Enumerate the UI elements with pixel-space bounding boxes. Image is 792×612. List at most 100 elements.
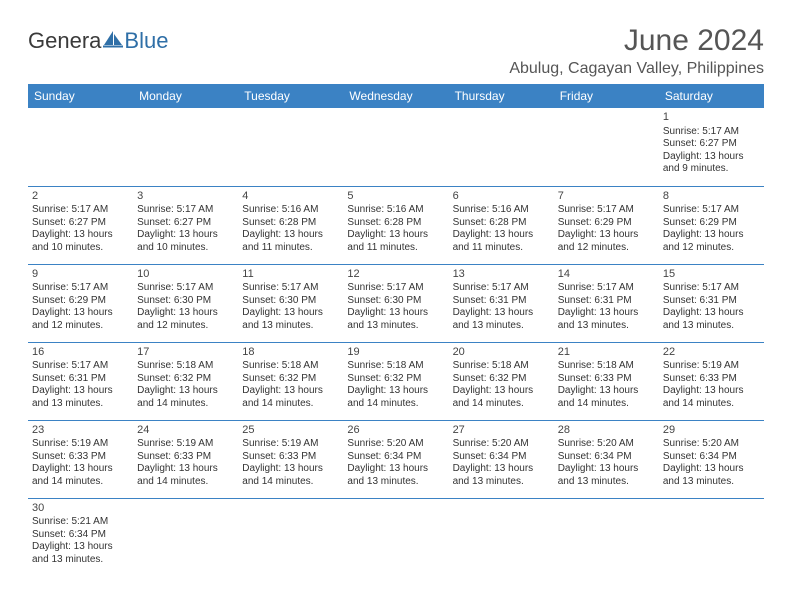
calendar-empty-cell [554,498,659,576]
day-info-line: Sunrise: 5:17 AM [32,282,129,295]
day-header: Thursday [449,84,554,108]
day-info-line: and 10 minutes. [32,242,129,255]
calendar-empty-cell [343,108,448,186]
day-info-line: Daylight: 13 hours [663,229,760,242]
day-info-line: Sunset: 6:33 PM [558,373,655,386]
day-info-line: and 11 minutes. [347,242,444,255]
day-info-line: Daylight: 13 hours [347,307,444,320]
day-number: 1 [663,111,760,125]
day-info-line: Daylight: 13 hours [32,541,129,554]
calendar-week-row: 1Sunrise: 5:17 AMSunset: 6:27 PMDaylight… [28,108,764,186]
calendar-empty-cell [133,498,238,576]
day-info-line: Daylight: 13 hours [663,307,760,320]
day-number: 10 [137,268,234,282]
day-header-row: SundayMondayTuesdayWednesdayThursdayFrid… [28,84,764,108]
day-info-line: Sunrise: 5:20 AM [663,438,760,451]
calendar-empty-cell [28,108,133,186]
calendar-day-cell: 22Sunrise: 5:19 AMSunset: 6:33 PMDayligh… [659,342,764,420]
day-number: 12 [347,268,444,282]
day-info-line: Sunrise: 5:17 AM [558,282,655,295]
day-info-line: and 13 minutes. [242,320,339,333]
day-number: 21 [558,346,655,360]
day-number: 17 [137,346,234,360]
logo-text-part1: Genera [28,28,101,54]
day-info-line: and 14 minutes. [137,398,234,411]
day-info-line: Sunset: 6:28 PM [453,217,550,230]
day-info-line: and 13 minutes. [453,476,550,489]
day-number: 7 [558,190,655,204]
calendar-day-cell: 17Sunrise: 5:18 AMSunset: 6:32 PMDayligh… [133,342,238,420]
day-info-line: Sunrise: 5:19 AM [32,438,129,451]
month-title: June 2024 [509,24,764,58]
calendar-table: SundayMondayTuesdayWednesdayThursdayFrid… [28,84,764,576]
day-header: Saturday [659,84,764,108]
day-info-line: Sunrise: 5:17 AM [137,204,234,217]
day-number: 11 [242,268,339,282]
day-number: 18 [242,346,339,360]
day-info-line: Daylight: 13 hours [663,385,760,398]
calendar-empty-cell [554,108,659,186]
day-info-line: Sunset: 6:30 PM [242,295,339,308]
day-info-line: Sunset: 6:28 PM [242,217,339,230]
day-info-line: Sunset: 6:31 PM [453,295,550,308]
day-info-line: Sunset: 6:29 PM [663,217,760,230]
calendar-empty-cell [449,108,554,186]
day-info-line: and 12 minutes. [32,320,129,333]
calendar-day-cell: 11Sunrise: 5:17 AMSunset: 6:30 PMDayligh… [238,264,343,342]
day-info-line: and 13 minutes. [32,554,129,567]
calendar-day-cell: 16Sunrise: 5:17 AMSunset: 6:31 PMDayligh… [28,342,133,420]
day-info-line: Daylight: 13 hours [242,229,339,242]
day-info-line: and 13 minutes. [347,476,444,489]
calendar-page: GeneraBlue June 2024 Abulug, Cagayan Val… [0,0,792,600]
calendar-day-cell: 4Sunrise: 5:16 AMSunset: 6:28 PMDaylight… [238,186,343,264]
day-info-line: Sunrise: 5:17 AM [453,282,550,295]
day-header: Friday [554,84,659,108]
day-info-line: Sunrise: 5:17 AM [663,126,760,139]
day-info-line: Daylight: 13 hours [663,151,760,164]
calendar-day-cell: 29Sunrise: 5:20 AMSunset: 6:34 PMDayligh… [659,420,764,498]
day-number: 5 [347,190,444,204]
day-info-line: Sunrise: 5:17 AM [32,204,129,217]
calendar-day-cell: 12Sunrise: 5:17 AMSunset: 6:30 PMDayligh… [343,264,448,342]
day-info-line: Sunrise: 5:17 AM [137,282,234,295]
day-info-line: Daylight: 13 hours [242,307,339,320]
day-info-line: Sunset: 6:33 PM [137,451,234,464]
day-info-line: Daylight: 13 hours [453,385,550,398]
day-info-line: Sunset: 6:27 PM [32,217,129,230]
day-info-line: and 14 minutes. [663,398,760,411]
calendar-empty-cell [343,498,448,576]
logo-sail-icon [103,28,123,54]
calendar-day-cell: 20Sunrise: 5:18 AMSunset: 6:32 PMDayligh… [449,342,554,420]
day-info-line: Sunset: 6:29 PM [558,217,655,230]
day-number: 23 [32,424,129,438]
day-info-line: and 14 minutes. [453,398,550,411]
day-info-line: and 12 minutes. [558,242,655,255]
day-info-line: and 13 minutes. [558,476,655,489]
day-info-line: Sunrise: 5:18 AM [347,360,444,373]
day-info-line: Sunset: 6:28 PM [347,217,444,230]
day-number: 30 [32,502,129,516]
day-info-line: and 11 minutes. [242,242,339,255]
calendar-empty-cell [449,498,554,576]
calendar-day-cell: 18Sunrise: 5:18 AMSunset: 6:32 PMDayligh… [238,342,343,420]
day-info-line: and 10 minutes. [137,242,234,255]
day-info-line: Sunset: 6:32 PM [453,373,550,386]
calendar-empty-cell [133,108,238,186]
calendar-day-cell: 13Sunrise: 5:17 AMSunset: 6:31 PMDayligh… [449,264,554,342]
calendar-day-cell: 2Sunrise: 5:17 AMSunset: 6:27 PMDaylight… [28,186,133,264]
calendar-day-cell: 14Sunrise: 5:17 AMSunset: 6:31 PMDayligh… [554,264,659,342]
day-info-line: Sunset: 6:33 PM [242,451,339,464]
day-info-line: Daylight: 13 hours [347,463,444,476]
day-info-line: and 13 minutes. [663,476,760,489]
day-info-line: Sunrise: 5:17 AM [242,282,339,295]
day-info-line: Sunrise: 5:21 AM [32,516,129,529]
day-info-line: Daylight: 13 hours [32,463,129,476]
day-info-line: Sunset: 6:32 PM [242,373,339,386]
day-info-line: Sunset: 6:32 PM [347,373,444,386]
day-number: 22 [663,346,760,360]
calendar-day-cell: 3Sunrise: 5:17 AMSunset: 6:27 PMDaylight… [133,186,238,264]
calendar-body: 1Sunrise: 5:17 AMSunset: 6:27 PMDaylight… [28,108,764,576]
calendar-day-cell: 9Sunrise: 5:17 AMSunset: 6:29 PMDaylight… [28,264,133,342]
day-info-line: Sunrise: 5:16 AM [453,204,550,217]
day-info-line: Sunset: 6:27 PM [137,217,234,230]
